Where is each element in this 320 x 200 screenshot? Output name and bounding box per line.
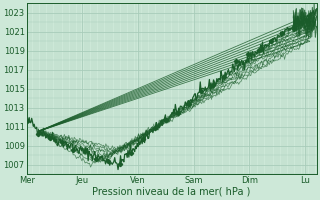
X-axis label: Pression niveau de la mer( hPa ): Pression niveau de la mer( hPa ) — [92, 187, 251, 197]
